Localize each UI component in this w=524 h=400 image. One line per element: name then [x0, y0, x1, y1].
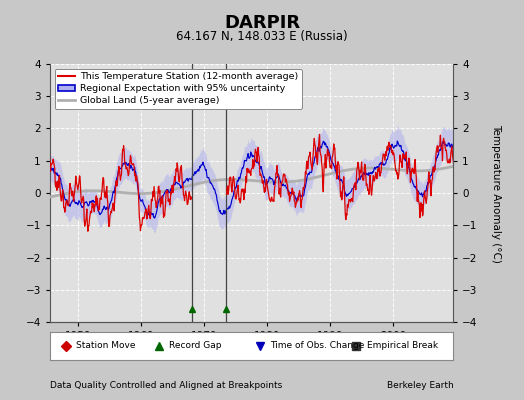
Text: Time of Obs. Change: Time of Obs. Change — [270, 342, 364, 350]
Y-axis label: Temperature Anomaly (°C): Temperature Anomaly (°C) — [492, 124, 501, 262]
Text: Berkeley Earth: Berkeley Earth — [387, 381, 453, 390]
Text: Data Quality Controlled and Aligned at Breakpoints: Data Quality Controlled and Aligned at B… — [50, 381, 282, 390]
Text: 64.167 N, 148.033 E (Russia): 64.167 N, 148.033 E (Russia) — [176, 30, 348, 43]
Legend: This Temperature Station (12-month average), Regional Expectation with 95% uncer: This Temperature Station (12-month avera… — [54, 69, 302, 109]
Text: DARPIR: DARPIR — [224, 14, 300, 32]
Text: Record Gap: Record Gap — [169, 342, 221, 350]
Text: Empirical Break: Empirical Break — [366, 342, 438, 350]
Text: Station Move: Station Move — [76, 342, 136, 350]
